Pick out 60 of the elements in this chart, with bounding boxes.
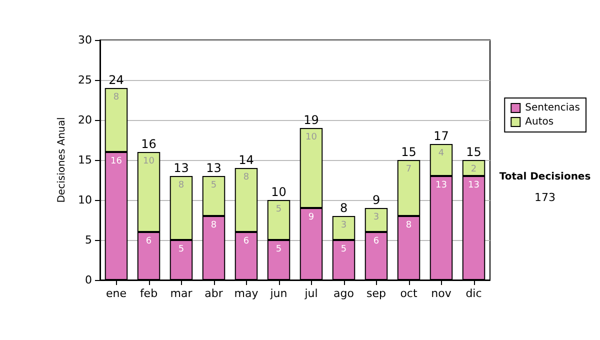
x-tick-label: ene xyxy=(106,287,127,300)
y-axis-title: Decisiones Anual xyxy=(56,117,68,203)
data-label: 10 xyxy=(306,132,318,142)
x-tick-label: feb xyxy=(140,287,158,300)
data-label: 4 xyxy=(438,148,444,158)
total-label: 13 xyxy=(174,161,189,175)
total-label: 15 xyxy=(466,145,482,159)
data-label: 5 xyxy=(178,244,184,254)
data-label: 8 xyxy=(113,92,120,102)
data-label: 2 xyxy=(470,164,477,174)
data-label: 5 xyxy=(276,204,282,214)
total-label: 19 xyxy=(304,113,319,127)
total-label: 8 xyxy=(340,201,348,215)
data-label: 8 xyxy=(178,180,184,190)
y-tick-label: 25 xyxy=(78,74,92,86)
data-label: 6 xyxy=(243,236,250,246)
x-tick-label: oct xyxy=(400,287,418,300)
data-label: 8 xyxy=(210,220,217,230)
data-label: 6 xyxy=(146,236,152,246)
data-label: 8 xyxy=(406,220,412,230)
data-label: 10 xyxy=(143,156,155,166)
x-tick-label: dic xyxy=(466,287,482,300)
text: 173 xyxy=(534,191,556,204)
total-label: 14 xyxy=(238,153,254,167)
total-label: 9 xyxy=(372,193,380,207)
text: Total Decisiones xyxy=(499,172,591,182)
data-label: 16 xyxy=(110,156,122,166)
y-tick-label: 10 xyxy=(78,194,92,206)
x-tick-label: ago xyxy=(334,287,354,300)
data-label: 5 xyxy=(276,244,282,254)
y-tick-label: 5 xyxy=(85,234,92,246)
data-label: 13 xyxy=(436,180,447,190)
y-tick-label: 30 xyxy=(78,34,92,46)
total-label: 13 xyxy=(206,161,222,175)
data-label: 9 xyxy=(308,212,314,222)
data-label: 3 xyxy=(340,220,347,230)
total-label: 10 xyxy=(271,185,286,199)
y-tick-label: 0 xyxy=(85,274,92,286)
legend-label: Sentencias xyxy=(525,102,580,114)
data-label: 5 xyxy=(210,180,217,190)
x-tick-label: mar xyxy=(170,287,193,300)
data-label: 6 xyxy=(373,236,380,246)
data-label: 5 xyxy=(340,244,347,254)
total-label: 17 xyxy=(434,129,449,143)
x-tick-label: jun xyxy=(269,287,288,300)
data-label: 13 xyxy=(468,180,480,190)
y-tick-label: 20 xyxy=(78,114,92,126)
data-label: 7 xyxy=(406,164,412,174)
data-label: 3 xyxy=(373,212,380,222)
legend-label: Autos xyxy=(525,116,554,128)
data-label: 8 xyxy=(243,172,250,182)
total-label: 16 xyxy=(141,137,156,151)
x-tick-label: jul xyxy=(304,287,318,300)
x-tick-label: sep xyxy=(366,287,386,300)
x-tick-label: nov xyxy=(431,287,452,300)
x-tick-label: abr xyxy=(204,287,224,300)
x-tick-label: may xyxy=(234,287,259,300)
total-label: 24 xyxy=(108,73,124,87)
y-tick-label: 15 xyxy=(78,154,92,166)
total-label: 15 xyxy=(401,145,416,159)
